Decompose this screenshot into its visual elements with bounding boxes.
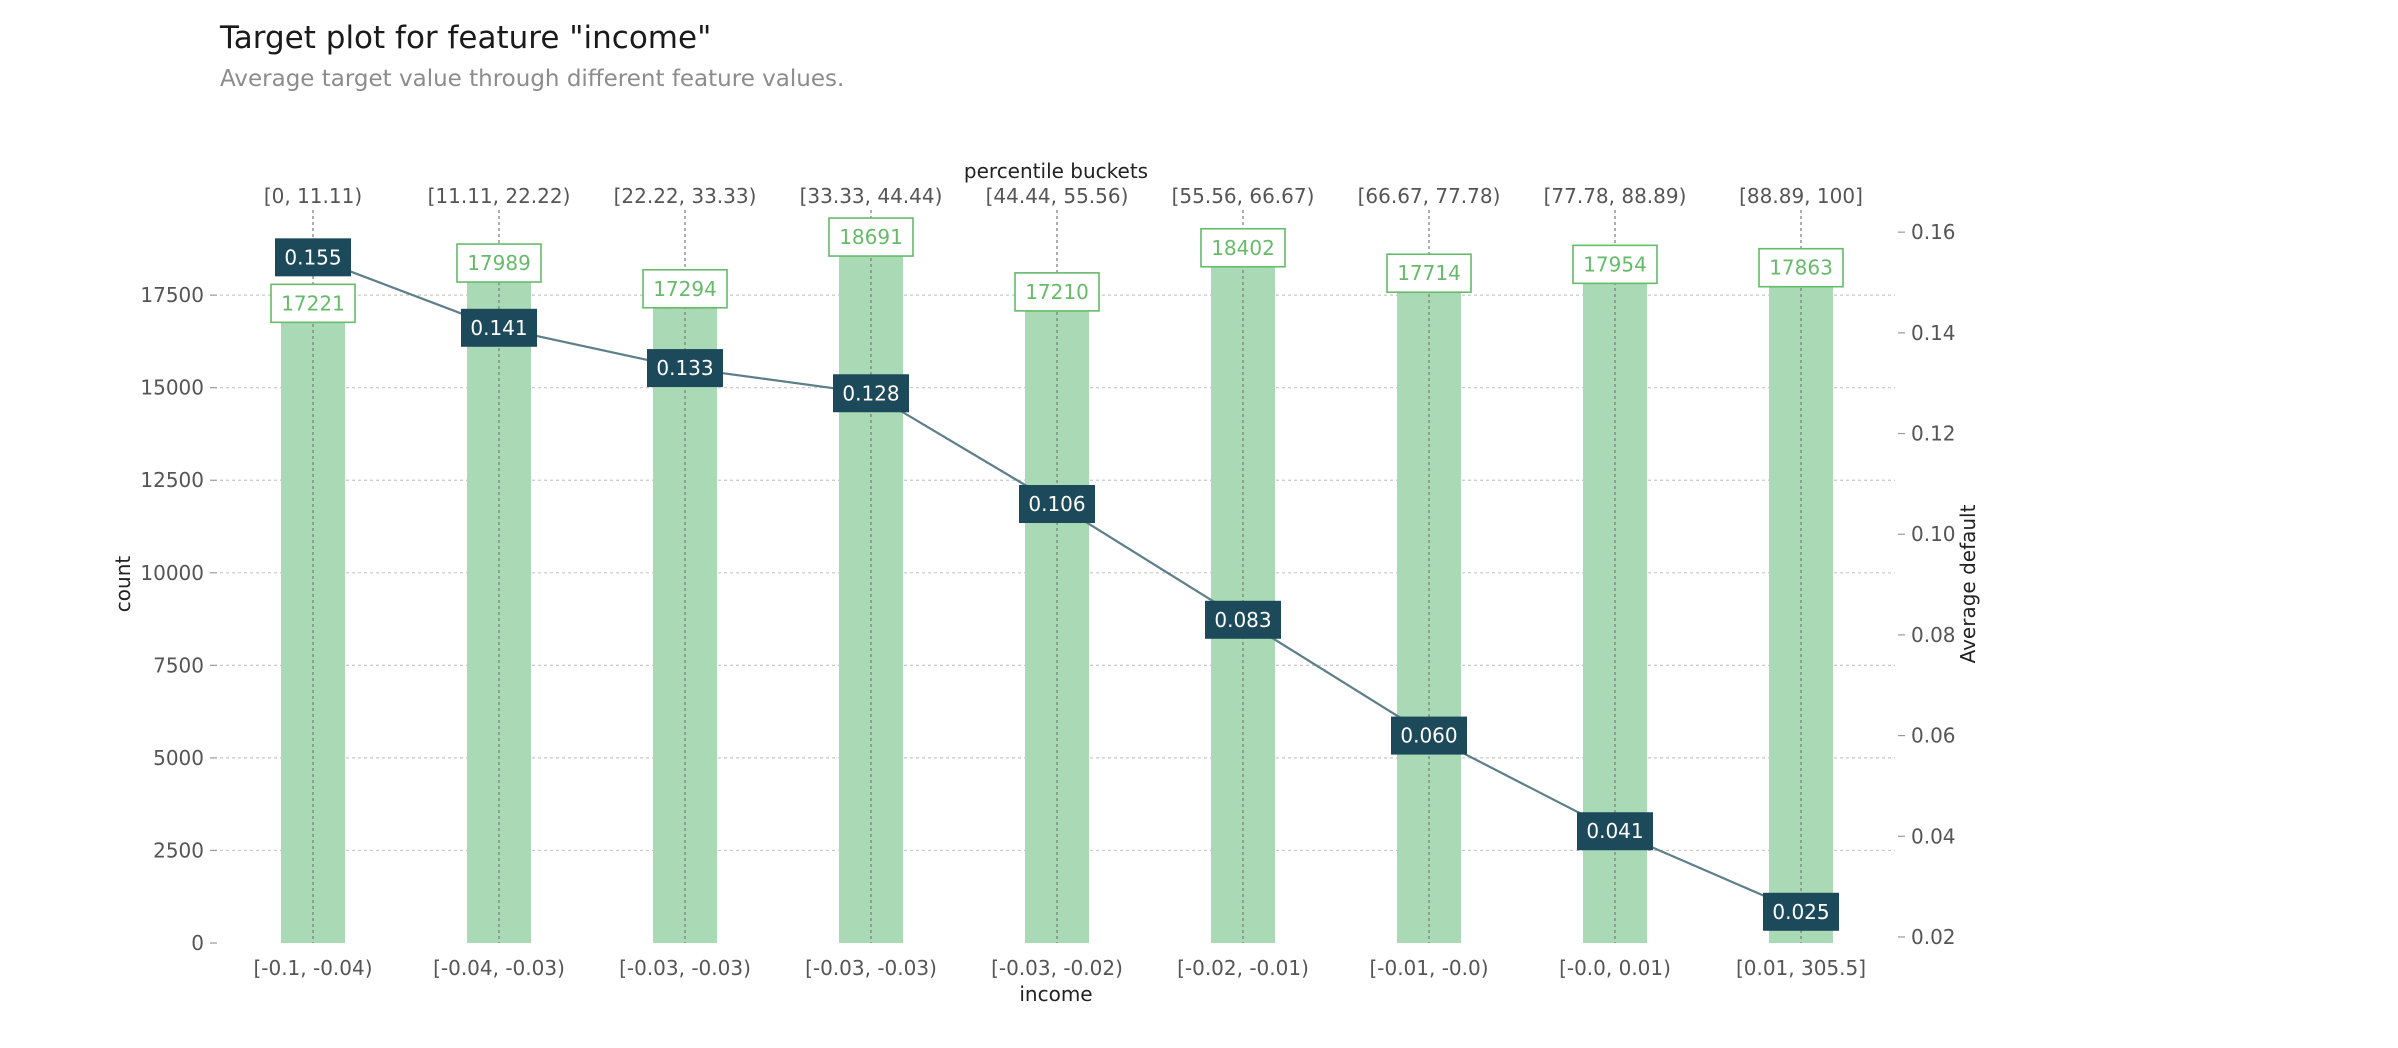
ytick-label-left: 5000 bbox=[153, 746, 204, 770]
average-label-box bbox=[647, 349, 723, 388]
average-label-box bbox=[1763, 892, 1839, 931]
count-label: 17989 bbox=[467, 251, 531, 275]
ytick-label-right: 0.16 bbox=[1911, 220, 1956, 244]
count-label: 17221 bbox=[281, 291, 345, 315]
ytick-label-left: 7500 bbox=[153, 653, 204, 677]
xtick-label: [-0.04, -0.03) bbox=[433, 956, 565, 980]
count-label-box bbox=[1386, 253, 1472, 294]
average-label: 0.128 bbox=[842, 381, 899, 405]
average-label: 0.060 bbox=[1400, 724, 1457, 748]
xtick-label-top: [44.44, 55.56) bbox=[986, 184, 1129, 208]
ytick-label-right: 0.04 bbox=[1911, 824, 1956, 848]
average-label: 0.106 bbox=[1028, 492, 1085, 516]
average-label-box bbox=[1019, 485, 1095, 524]
count-label: 17294 bbox=[653, 277, 717, 301]
xtick-label-top: [33.33, 44.44) bbox=[800, 184, 943, 208]
count-label-box bbox=[1758, 247, 1844, 288]
ytick-label-left: 0 bbox=[191, 931, 204, 955]
average-label: 0.083 bbox=[1214, 608, 1271, 632]
chart-subtitle: Average target value through different f… bbox=[220, 66, 845, 92]
count-label-box bbox=[1014, 272, 1100, 312]
average-label-box bbox=[1205, 600, 1281, 639]
average-label: 0.155 bbox=[284, 245, 341, 269]
xtick-label-top: [0, 11.11) bbox=[264, 184, 362, 208]
ytick-label-right: 0.12 bbox=[1911, 422, 1956, 446]
count-label-box bbox=[456, 243, 542, 283]
average-label-box bbox=[275, 238, 351, 277]
xtick-label: [-0.1, -0.04) bbox=[253, 956, 372, 980]
top-x-axis-label: percentile buckets bbox=[964, 159, 1148, 183]
xtick-label-top: [66.67, 77.78) bbox=[1358, 184, 1501, 208]
count-label-box bbox=[1572, 244, 1658, 285]
xtick-label-top: [55.56, 66.67) bbox=[1172, 184, 1315, 208]
bar-count bbox=[467, 277, 531, 943]
ytick-label-left: 2500 bbox=[153, 838, 204, 862]
chart-title: Target plot for feature "income" bbox=[220, 20, 712, 56]
average-label: 0.133 bbox=[656, 356, 713, 380]
count-label: 18402 bbox=[1211, 236, 1275, 260]
count-label-box bbox=[270, 283, 356, 324]
ytick-label-right: 0.02 bbox=[1911, 925, 1956, 949]
count-label: 17210 bbox=[1025, 280, 1089, 304]
average-label-box bbox=[833, 374, 909, 413]
xtick-label-top: [22.22, 33.33) bbox=[614, 184, 757, 208]
average-label-box bbox=[1577, 812, 1653, 851]
average-label: 0.141 bbox=[470, 316, 527, 340]
xtick-label: [-0.0, 0.01) bbox=[1559, 956, 1671, 980]
ytick-label-left: 12500 bbox=[140, 468, 204, 492]
xtick-label-top: [88.89, 100] bbox=[1739, 184, 1863, 208]
ytick-label-right: 0.14 bbox=[1911, 321, 1956, 345]
xtick-label: [-0.03, -0.03) bbox=[619, 956, 751, 980]
xtick-label-top: [11.11, 22.22) bbox=[428, 184, 571, 208]
count-label-box bbox=[642, 268, 728, 309]
right-y-axis-label: Average default bbox=[1956, 504, 1980, 663]
ytick-label-right: 0.06 bbox=[1911, 724, 1956, 748]
count-label: 17863 bbox=[1769, 256, 1833, 280]
average-label: 0.025 bbox=[1772, 900, 1829, 924]
count-label: 17714 bbox=[1397, 261, 1461, 285]
xtick-label: [0.01, 305.5] bbox=[1736, 956, 1866, 980]
xtick-label: [-0.03, -0.02) bbox=[991, 956, 1123, 980]
count-label-box bbox=[828, 217, 914, 257]
count-label: 18691 bbox=[839, 225, 903, 249]
xtick-label: [-0.03, -0.03) bbox=[805, 956, 937, 980]
count-label: 17954 bbox=[1583, 252, 1647, 276]
x-axis-label: income bbox=[1019, 982, 1092, 1006]
average-label-box bbox=[461, 308, 537, 347]
ytick-label-right: 0.10 bbox=[1911, 522, 1956, 546]
ytick-label-left: 17500 bbox=[140, 283, 204, 307]
count-label-box bbox=[1200, 227, 1286, 268]
left-y-axis-label: count bbox=[111, 556, 135, 613]
xtick-label: [-0.01, -0.0) bbox=[1369, 956, 1488, 980]
average-label-box bbox=[1391, 716, 1467, 755]
xtick-label-top: [77.78, 88.89) bbox=[1544, 184, 1687, 208]
ytick-label-right: 0.08 bbox=[1911, 623, 1956, 647]
xtick-label: [-0.02, -0.01) bbox=[1177, 956, 1309, 980]
ytick-label-left: 15000 bbox=[140, 376, 204, 400]
ytick-label-left: 10000 bbox=[140, 561, 204, 585]
average-label: 0.041 bbox=[1586, 819, 1643, 843]
